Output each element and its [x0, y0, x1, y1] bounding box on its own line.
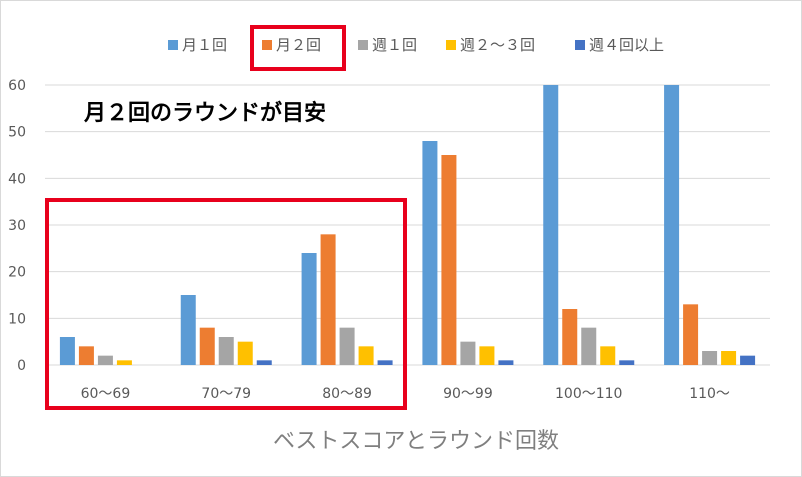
- bar: [218, 337, 234, 365]
- bar: [116, 360, 132, 365]
- y-tick-label: 0: [17, 358, 26, 374]
- bar: [600, 346, 616, 365]
- bar: [339, 327, 355, 365]
- y-tick-labels: 0 10 20 30 40 50 60: [8, 78, 26, 374]
- legend-label: 月２回: [276, 36, 321, 54]
- bar: [460, 341, 476, 365]
- bar: [441, 155, 457, 365]
- x-tick-labels: 60～69 70～79 80～89 90～99 100～110 110～: [81, 386, 730, 402]
- legend-label: 週１回: [372, 36, 417, 54]
- y-tick-label: 50: [8, 125, 26, 141]
- bar: [702, 351, 718, 365]
- x-tick-label: 100～110: [555, 386, 622, 402]
- y-tick-label: 40: [8, 171, 26, 187]
- bar: [562, 309, 578, 365]
- bar: [358, 346, 374, 365]
- x-tick-label: 90～99: [443, 386, 493, 402]
- annotation-text: 月２回のラウンドが目安: [83, 100, 326, 126]
- legend: 月１回 月２回 週１回 週２～３回 週４回以上: [168, 36, 664, 54]
- bar: [97, 355, 113, 365]
- y-tick-label: 20: [8, 265, 26, 281]
- x-tick-label: 60～69: [81, 386, 131, 402]
- bar: [320, 234, 336, 365]
- y-tick-label: 30: [8, 218, 26, 234]
- gridlines: [45, 84, 770, 366]
- bar: [740, 355, 756, 365]
- bar: [237, 341, 253, 365]
- bar: [180, 295, 196, 365]
- legend-highlight-box: [250, 25, 346, 71]
- x-tick-label: 80～89: [322, 386, 372, 402]
- x-axis-label: ベストスコアとラウンド回数: [273, 429, 559, 454]
- bar: [301, 253, 317, 365]
- y-tick-label: 60: [8, 78, 26, 94]
- bar: [543, 85, 559, 365]
- legend-swatch: [168, 40, 178, 50]
- bar: [78, 346, 94, 365]
- legend-swatch: [575, 40, 585, 50]
- bar: [479, 346, 495, 365]
- legend-label: 週４回以上: [589, 36, 664, 54]
- bar: [199, 327, 215, 365]
- y-tick-label: 10: [8, 311, 26, 327]
- x-tick-label: 110～: [689, 386, 730, 402]
- legend-swatch: [262, 40, 272, 50]
- bar: [422, 141, 438, 365]
- bar: [256, 360, 272, 365]
- bar: [59, 337, 75, 365]
- bar: [377, 360, 393, 365]
- bar: [498, 360, 514, 365]
- bar: [664, 85, 680, 365]
- bar: [683, 304, 699, 365]
- bar: [619, 360, 635, 365]
- x-tick-label: 70～79: [201, 386, 251, 402]
- bar: [581, 327, 597, 365]
- category-highlight-box: [45, 198, 407, 410]
- legend-swatch: [358, 40, 368, 50]
- legend-swatch: [446, 40, 456, 50]
- bar: [721, 351, 737, 365]
- bars: [59, 85, 756, 365]
- legend-label: 週２～３回: [460, 36, 535, 54]
- legend-label: 月１回: [182, 36, 227, 54]
